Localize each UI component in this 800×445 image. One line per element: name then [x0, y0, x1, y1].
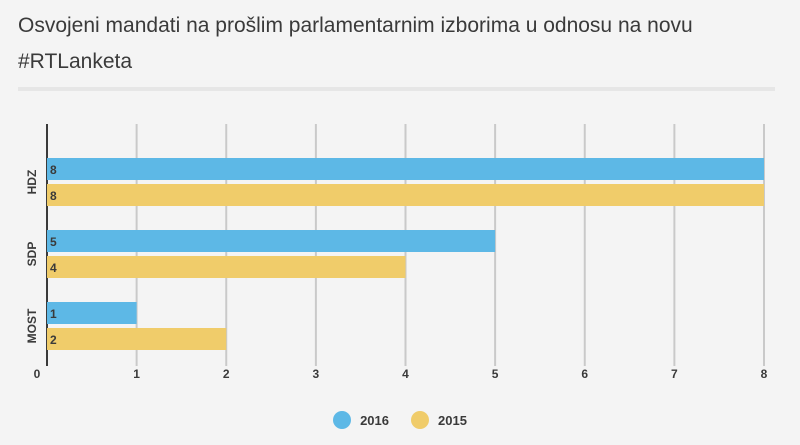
legend-swatch-2015 — [411, 411, 429, 429]
chart-title: Osvojeni mandati na prošlim parlamentarn… — [18, 14, 693, 73]
x-tick-label-2: 2 — [223, 367, 230, 381]
data-label-sdp-2015: 4 — [50, 261, 57, 275]
x-tick-label-3: 3 — [313, 367, 320, 381]
legend-swatch-2016 — [333, 411, 352, 429]
data-label-hdz-2016: 8 — [50, 163, 57, 177]
x-tick-label-1: 1 — [133, 367, 140, 381]
chart-legend: 2016 2015 — [0, 411, 800, 429]
bar-sdp-2016 — [47, 230, 496, 252]
data-label-hdz-2015: 8 — [50, 189, 57, 203]
bar-hdz-2015 — [47, 184, 764, 206]
x-tick-label-4: 4 — [402, 367, 409, 381]
bar-chart: 0 1 2 3 4 5 6 7 8 8 8 5 4 1 2 HDZ SDP MOST — [25, 124, 768, 381]
legend-label-2015: 2015 — [438, 412, 467, 428]
data-label-sdp-2016: 5 — [50, 235, 57, 249]
title-divider — [18, 87, 775, 91]
data-label-most-2015: 2 — [50, 333, 57, 347]
data-label-most-2016: 1 — [50, 307, 57, 321]
bar-sdp-2015 — [47, 256, 406, 278]
bar-most-2016 — [47, 302, 137, 324]
x-tick-label-8: 8 — [761, 367, 768, 381]
legend-label-2016: 2016 — [360, 412, 389, 428]
legend-item-2016: 2016 — [333, 411, 389, 429]
x-tick-label-0: 0 — [34, 367, 41, 381]
x-tick-label-5: 5 — [492, 367, 499, 381]
bar-hdz-2016 — [47, 158, 764, 180]
category-label-hdz: HDZ — [25, 170, 39, 195]
legend-item-2015: 2015 — [411, 411, 467, 429]
category-label-sdp: SDP — [25, 242, 39, 267]
bar-most-2015 — [47, 328, 227, 350]
category-label-most: MOST — [25, 308, 39, 343]
x-tick-label-7: 7 — [671, 367, 678, 381]
x-tick-label-6: 6 — [581, 367, 588, 381]
